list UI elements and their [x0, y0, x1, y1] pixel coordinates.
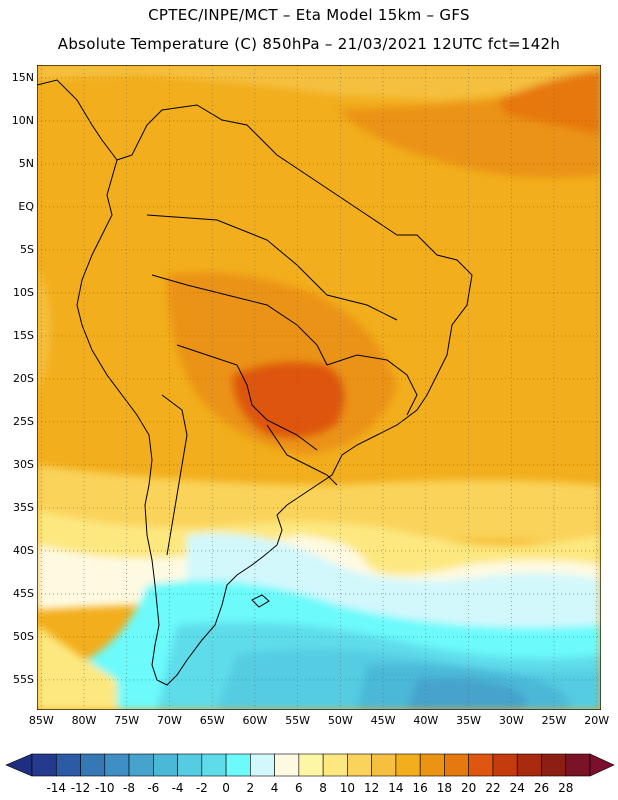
- country-border-5: [326, 354, 418, 416]
- lat-label: 15N: [11, 70, 34, 84]
- colorbar-tick-label: 0: [222, 781, 230, 795]
- lon-label: 60W: [242, 714, 268, 727]
- map-title-line-2: Absolute Temperature (C) 850hPa – 21/03/…: [57, 35, 561, 53]
- lon-label: 40W: [413, 714, 439, 727]
- colorbar-under-arrow: [5, 753, 33, 777]
- lat-label: 5N: [18, 156, 34, 170]
- lat-label: 50S: [13, 629, 34, 643]
- map-title-line-1: CPTEC/INPE/MCT – Eta Model 15km – GFS: [148, 6, 470, 24]
- lat-label: 15S: [13, 328, 34, 342]
- colorbar-swatch: [80, 753, 106, 777]
- field-sw-yellow: [37, 625, 117, 710]
- lat-label: 55S: [13, 672, 34, 686]
- field-north-band: [37, 65, 601, 100]
- country-border-6: [266, 424, 338, 486]
- lon-label: 65W: [199, 714, 225, 727]
- colorbar-swatch: [565, 753, 591, 777]
- colorbar-swatch: [31, 753, 57, 777]
- colorbar-tick-label: -10: [94, 781, 115, 795]
- colorbar-tick-label: 18: [436, 781, 453, 795]
- lat-label: EQ: [18, 199, 34, 213]
- colorbar-tick-label: -8: [123, 781, 136, 795]
- colorbar-tick-label: 20: [461, 781, 477, 795]
- colorbar-tick-label: 12: [364, 781, 380, 795]
- south-america-coastline: [76, 104, 473, 686]
- field-deepest-blue: [407, 678, 527, 710]
- colorbar-swatch: [128, 753, 154, 777]
- colorbar-tick-label: 4: [270, 781, 279, 795]
- lon-label: 20W: [584, 714, 610, 727]
- colorbar-swatch: [492, 753, 518, 777]
- colorbar-tick-label: 16: [412, 781, 428, 795]
- country-border-1: [146, 214, 398, 321]
- lat-label: 35S: [13, 500, 34, 514]
- colorbar-swatch: [274, 753, 300, 777]
- central-america-coastline: [37, 79, 118, 161]
- colorbar-tick-label: -4: [171, 781, 184, 795]
- colorbar-over-arrow: [589, 753, 615, 777]
- colorbar-tick-label: 22: [485, 781, 501, 795]
- colorbar-swatch: [371, 753, 397, 777]
- colorbar-swatch: [444, 753, 469, 777]
- lat-label: 5S: [20, 242, 34, 256]
- colorbar-swatch: [347, 753, 372, 777]
- colorbar-tick-label: 24: [509, 781, 525, 795]
- colorbar-swatch: [322, 753, 348, 777]
- colorbar-swatch: [177, 753, 203, 777]
- lon-label: 25W: [541, 714, 567, 727]
- lon-label: 55W: [285, 714, 311, 727]
- lon-label: 45W: [370, 714, 396, 727]
- field-ne-ocean-hot: [497, 70, 601, 135]
- lon-label: 30W: [498, 714, 524, 727]
- lat-label: 45S: [13, 586, 34, 600]
- colorbar-swatch: [516, 753, 542, 777]
- lon-label: 85W: [28, 714, 54, 727]
- colorbar-swatch: [468, 753, 494, 777]
- lon-label: 80W: [71, 714, 97, 727]
- colorbar-tick-label: 14: [388, 781, 404, 795]
- colorbar-tick-label: -14: [46, 781, 67, 795]
- lat-label: 40S: [13, 543, 34, 557]
- colorbar-swatch: [395, 753, 421, 777]
- lat-label: 25S: [13, 414, 34, 428]
- colorbar-tick-label: -12: [70, 781, 91, 795]
- colorbar-tick-label: 28: [558, 781, 574, 795]
- field-pacific-yellow: [37, 265, 51, 395]
- lat-label: 30S: [13, 457, 34, 471]
- colorbar-swatch: [250, 753, 275, 777]
- colorbar-tick-label: -6: [147, 781, 160, 795]
- colorbar-tick-label: 26: [533, 781, 550, 795]
- colorbar-swatch: [153, 753, 178, 777]
- country-border-3: [176, 344, 318, 451]
- colorbar-tick-label: 2: [246, 781, 255, 795]
- colorbar-tick-label: 10: [339, 781, 356, 795]
- field-hot-core: [232, 361, 345, 439]
- lon-label: 75W: [114, 714, 140, 727]
- lat-label: 20S: [13, 371, 34, 385]
- colorbar-swatch: [298, 753, 324, 777]
- colorbar-tick-label: 6: [295, 781, 303, 795]
- lon-label: 50W: [327, 714, 353, 727]
- coastlines: [37, 79, 473, 686]
- colorbar-swatch: [225, 753, 251, 777]
- colorbar-swatch: [104, 753, 130, 777]
- colorbar-tick-label: -2: [195, 781, 208, 795]
- lat-label: 10N: [11, 113, 34, 127]
- falklands: [251, 594, 270, 608]
- field-south-yellow: [37, 465, 601, 545]
- lon-label: 35W: [456, 714, 481, 727]
- colorbar: [5, 753, 615, 777]
- temperature-map: [37, 65, 601, 710]
- country-border-4: [161, 394, 188, 556]
- colorbar-swatch: [55, 753, 81, 777]
- lon-label: 70W: [157, 714, 182, 727]
- colorbar-tick-label: 8: [319, 781, 327, 795]
- colorbar-swatch: [201, 753, 227, 777]
- country-border-2: [151, 274, 328, 366]
- colorbar-swatch: [541, 753, 567, 777]
- lat-label: 10S: [13, 285, 34, 299]
- colorbar-swatch: [419, 753, 445, 777]
